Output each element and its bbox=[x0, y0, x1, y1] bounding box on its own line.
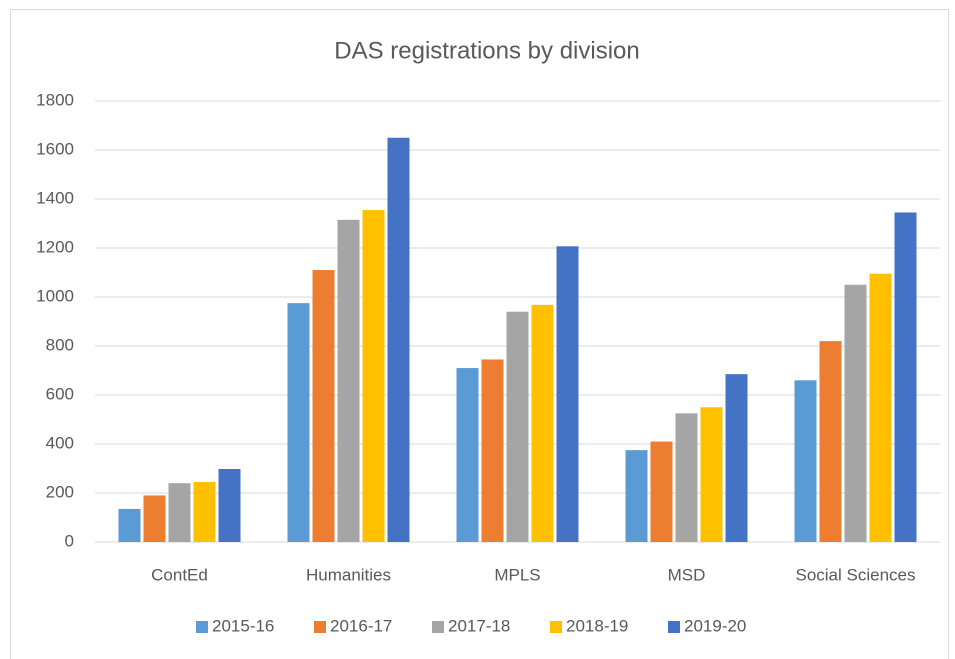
y-tick-label: 1000 bbox=[36, 286, 74, 305]
y-tick-label: 400 bbox=[46, 433, 74, 452]
bar bbox=[725, 374, 748, 542]
legend-label: 2016-17 bbox=[330, 616, 392, 635]
bar bbox=[794, 380, 817, 542]
legend-swatch bbox=[550, 621, 562, 633]
bar bbox=[218, 468, 241, 542]
bar bbox=[456, 368, 479, 542]
chart-title: DAS registrations by division bbox=[334, 37, 639, 64]
bar bbox=[650, 441, 673, 542]
y-tick-label: 0 bbox=[65, 531, 74, 550]
bar bbox=[337, 219, 360, 542]
bar bbox=[531, 304, 554, 542]
legend-label: 2015-16 bbox=[212, 616, 274, 635]
bar bbox=[168, 483, 191, 542]
chart-frame bbox=[10, 9, 949, 659]
y-tick-label: 1600 bbox=[36, 139, 74, 158]
y-tick-label: 1200 bbox=[36, 237, 74, 256]
bar bbox=[506, 311, 529, 542]
legend-label: 2018-19 bbox=[566, 616, 628, 635]
bar bbox=[894, 212, 917, 542]
bar bbox=[869, 273, 892, 542]
legend-swatch bbox=[668, 621, 680, 633]
bar bbox=[143, 495, 166, 542]
bar bbox=[193, 481, 216, 542]
legend-swatch bbox=[432, 621, 444, 633]
bar bbox=[118, 508, 141, 542]
x-tick-label: MPLS bbox=[494, 565, 540, 584]
x-tick-label: ContEd bbox=[151, 565, 208, 584]
legend-swatch bbox=[314, 621, 326, 633]
bar bbox=[362, 210, 385, 542]
y-tick-label: 1400 bbox=[36, 188, 74, 207]
y-tick-label: 1800 bbox=[36, 90, 74, 109]
y-tick-label: 200 bbox=[46, 482, 74, 501]
bar bbox=[481, 359, 504, 542]
x-tick-label: MSD bbox=[668, 565, 706, 584]
y-tick-label: 800 bbox=[46, 335, 74, 354]
x-tick-label: Social Sciences bbox=[795, 565, 915, 584]
bar bbox=[819, 341, 842, 542]
bar bbox=[675, 413, 698, 542]
y-tick-label: 600 bbox=[46, 384, 74, 403]
bar bbox=[700, 407, 723, 542]
bar bbox=[625, 450, 648, 542]
legend-label: 2019-20 bbox=[684, 616, 746, 635]
bar bbox=[844, 284, 867, 542]
legend-label: 2017-18 bbox=[448, 616, 510, 635]
bar bbox=[287, 303, 310, 542]
x-tick-label: Humanities bbox=[306, 565, 391, 584]
bar bbox=[312, 270, 335, 542]
bar bbox=[387, 137, 410, 542]
legend-swatch bbox=[196, 621, 208, 633]
bar bbox=[556, 246, 579, 542]
